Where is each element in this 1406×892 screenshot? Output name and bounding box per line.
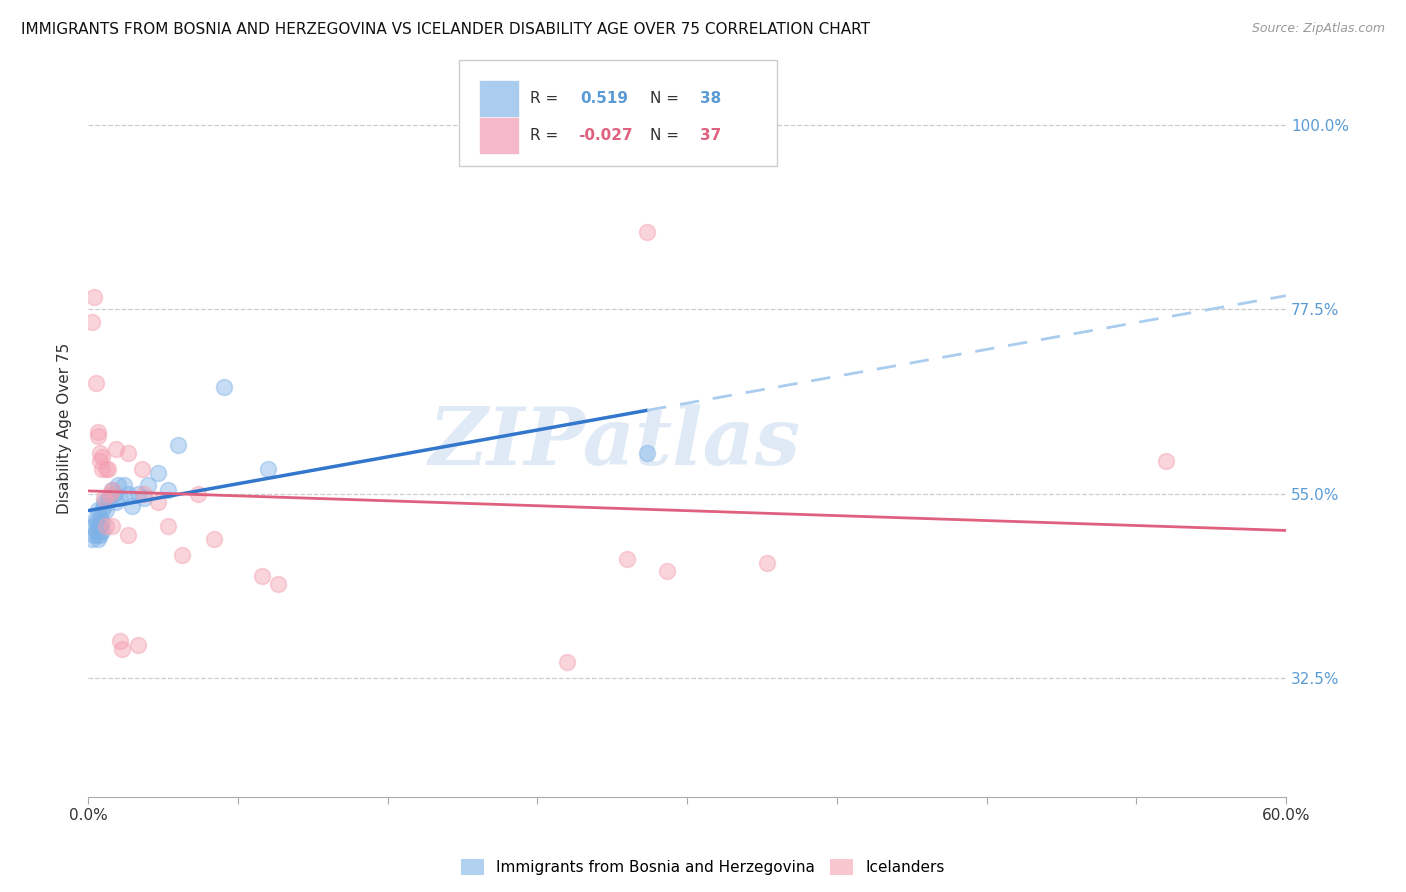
Point: [146, 495, 169, 509]
Point: [83, 527, 105, 541]
Point: [93, 491, 115, 505]
Point: [127, 486, 149, 500]
Point: [94, 519, 117, 533]
Point: [103, 486, 125, 500]
Point: [256, 462, 278, 476]
Point: [167, 437, 190, 451]
Point: [127, 638, 149, 652]
Point: [131, 462, 153, 476]
Point: [1154, 454, 1177, 468]
Point: [555, 655, 578, 669]
FancyBboxPatch shape: [479, 118, 519, 153]
Point: [84, 511, 107, 525]
Point: [636, 446, 658, 460]
Point: [616, 552, 638, 566]
Point: [132, 491, 155, 505]
Point: [108, 491, 131, 505]
Point: [89, 511, 111, 525]
Text: 0.519: 0.519: [581, 91, 628, 106]
Point: [84, 516, 107, 530]
Point: [91, 450, 114, 464]
Point: [117, 446, 139, 460]
Point: [202, 532, 225, 546]
Point: [136, 478, 159, 492]
Point: [87, 429, 110, 443]
Point: [101, 483, 124, 497]
FancyBboxPatch shape: [479, 81, 519, 116]
Text: R =: R =: [530, 128, 564, 143]
Point: [121, 499, 143, 513]
Point: [117, 527, 139, 541]
Point: [636, 225, 658, 239]
Point: [655, 565, 678, 579]
Point: [83, 519, 105, 533]
Point: [84, 376, 107, 390]
Point: [755, 556, 778, 570]
Point: [101, 483, 124, 497]
Point: [97, 462, 120, 476]
Point: [87, 532, 110, 546]
Point: [98, 486, 121, 500]
Point: [250, 568, 273, 582]
Legend: Immigrants from Bosnia and Herzegovina, Icelanders: Immigrants from Bosnia and Herzegovina, …: [457, 855, 949, 880]
Text: 38: 38: [700, 91, 721, 106]
Point: [93, 495, 115, 509]
Point: [107, 478, 129, 492]
Point: [89, 446, 111, 460]
Point: [91, 462, 114, 476]
Point: [83, 290, 105, 304]
Point: [105, 442, 128, 456]
Point: [89, 527, 111, 541]
Point: [101, 519, 124, 533]
Text: N =: N =: [650, 128, 683, 143]
Point: [87, 425, 110, 440]
Point: [94, 462, 117, 476]
Point: [111, 642, 134, 657]
Point: [98, 491, 121, 505]
Point: [170, 548, 193, 562]
Point: [87, 503, 110, 517]
Text: Source: ZipAtlas.com: Source: ZipAtlas.com: [1251, 22, 1385, 36]
Point: [212, 380, 235, 394]
Point: [82, 315, 104, 329]
Y-axis label: Disability Age Over 75: Disability Age Over 75: [58, 343, 72, 514]
Point: [91, 503, 114, 517]
Point: [108, 634, 131, 648]
Text: -0.027: -0.027: [578, 128, 633, 143]
Text: IMMIGRANTS FROM BOSNIA AND HERZEGOVINA VS ICELANDER DISABILITY AGE OVER 75 CORRE: IMMIGRANTS FROM BOSNIA AND HERZEGOVINA V…: [21, 22, 870, 37]
Point: [187, 486, 209, 500]
Point: [94, 503, 117, 517]
Point: [89, 519, 111, 533]
Point: [82, 532, 104, 546]
Point: [97, 491, 120, 505]
Point: [156, 483, 179, 497]
Point: [112, 478, 135, 492]
Text: N =: N =: [650, 91, 683, 106]
Point: [156, 519, 179, 533]
Point: [267, 576, 290, 591]
Point: [87, 527, 110, 541]
FancyBboxPatch shape: [460, 60, 778, 167]
Point: [84, 524, 107, 538]
Point: [117, 486, 139, 500]
Point: [91, 516, 114, 530]
Text: R =: R =: [530, 91, 564, 106]
Point: [89, 454, 111, 468]
Point: [91, 524, 114, 538]
Text: 37: 37: [700, 128, 721, 143]
Point: [132, 486, 155, 500]
Point: [105, 495, 128, 509]
Point: [146, 466, 169, 480]
Point: [87, 519, 110, 533]
Point: [93, 499, 115, 513]
Text: ZIPatlas: ZIPatlas: [429, 404, 801, 482]
